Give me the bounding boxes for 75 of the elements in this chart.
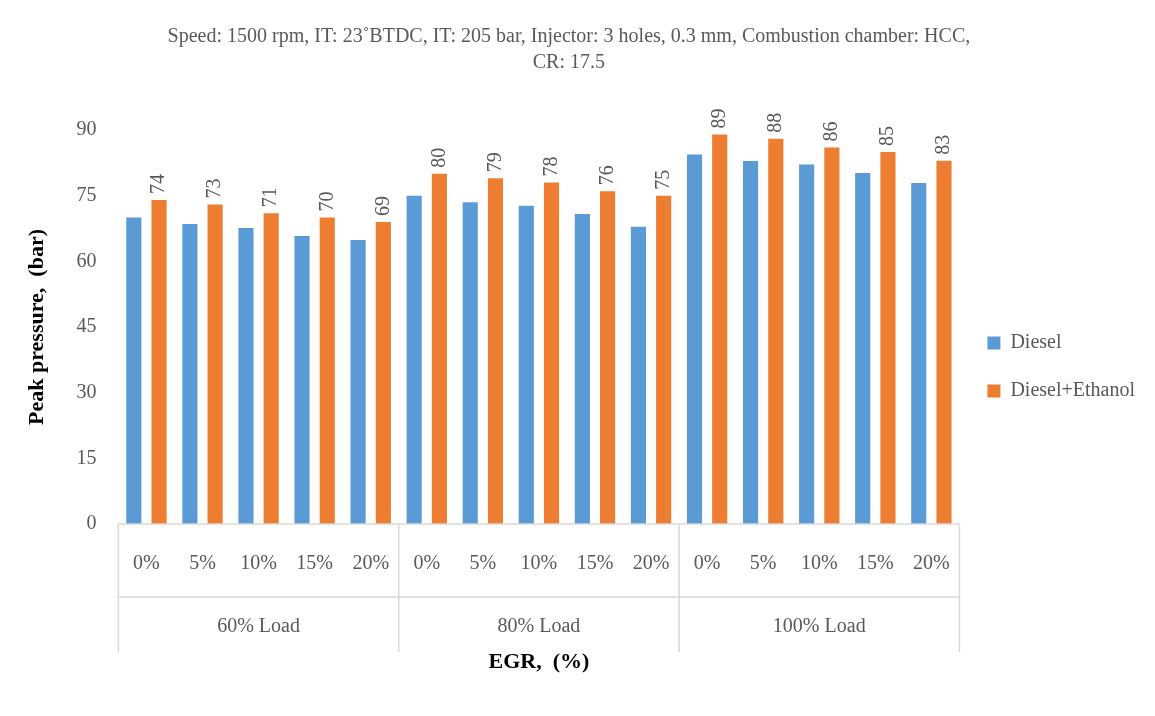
bar <box>543 182 560 524</box>
bar <box>824 147 840 524</box>
bar <box>487 178 504 524</box>
y-tick-label: 90 <box>76 117 97 140</box>
x-tick-label: 5% <box>189 551 216 574</box>
x-tick-label: 0% <box>413 551 441 574</box>
bar <box>207 204 223 524</box>
y-axis-title: Peak pressure, (bar) <box>22 229 48 425</box>
bar <box>294 235 310 524</box>
chart-title: Speed: 1500 rpm, IT: 23˚BTDC, IT: 205 bar, Injector: 3 holes, 0.3 mm, Combustion chamber: HCC, CR: 17.5 <box>167 24 971 73</box>
y-tick-label: 60 <box>76 248 97 271</box>
x-tick-label: 10% <box>800 551 838 574</box>
text: 60% Load <box>217 614 300 637</box>
bar <box>656 195 672 524</box>
x-tick-label: 20% <box>913 551 950 574</box>
bar <box>350 239 366 524</box>
y-tick-label: 45 <box>76 314 97 337</box>
bar <box>880 151 896 524</box>
data-label: 88 <box>763 112 786 133</box>
bar <box>936 160 952 524</box>
text: 80% Load <box>497 614 581 637</box>
bar <box>406 195 422 524</box>
x-tick-label: 0% <box>693 551 721 574</box>
x-tick-label: 15% <box>856 551 894 574</box>
bar <box>855 172 871 524</box>
x-tick-label: 10% <box>240 551 277 574</box>
bar <box>238 228 254 524</box>
bar <box>126 217 142 524</box>
bar <box>911 182 927 524</box>
x-axis-title: EGR, (%) <box>488 647 590 673</box>
bar <box>686 154 703 524</box>
bar <box>151 200 167 524</box>
bar <box>319 217 335 524</box>
data-label: 75 <box>650 169 673 190</box>
y-tick-label: 75 <box>76 182 97 205</box>
text: 100% Load <box>772 614 866 637</box>
bar <box>712 134 728 524</box>
data-label: 69 <box>370 195 393 216</box>
data-label: 74 <box>146 174 169 195</box>
data-label: 83 <box>931 134 954 155</box>
x-tick-label: 5% <box>469 551 497 574</box>
bar <box>574 214 590 524</box>
legend-label: Diesel <box>1010 330 1062 353</box>
x-tick-label: 5% <box>749 551 777 574</box>
bar <box>462 202 478 524</box>
data-label: 76 <box>594 165 617 186</box>
bar <box>768 138 784 524</box>
bar <box>518 205 534 524</box>
bar <box>799 164 815 524</box>
bar <box>630 226 646 524</box>
data-label: 73 <box>202 178 225 199</box>
bar <box>743 161 759 524</box>
y-tick-label: 0 <box>86 511 97 534</box>
x-tick-label: 10% <box>520 551 558 574</box>
bar <box>600 191 616 524</box>
x-tick-label: 20% <box>632 551 670 574</box>
bar <box>431 173 447 524</box>
y-tick-label: 15 <box>76 445 97 468</box>
bar <box>263 213 279 524</box>
data-label: 71 <box>258 187 281 208</box>
x-tick-label: 20% <box>352 551 390 574</box>
data-label: 70 <box>314 191 337 212</box>
data-label: 79 <box>482 152 505 173</box>
x-tick-label: 15% <box>296 551 333 574</box>
legend-label: Diesel+Ethanol <box>1010 378 1136 401</box>
data-label: 89 <box>706 108 729 129</box>
data-label: 86 <box>819 121 842 142</box>
data-label: 85 <box>875 125 898 146</box>
y-tick-label: 30 <box>76 379 97 402</box>
data-label: 80 <box>426 147 449 168</box>
x-tick-label: 15% <box>576 551 614 574</box>
bar <box>375 221 391 524</box>
data-label: 78 <box>538 156 561 177</box>
x-tick-label: 0% <box>133 551 160 574</box>
bar <box>182 224 198 524</box>
